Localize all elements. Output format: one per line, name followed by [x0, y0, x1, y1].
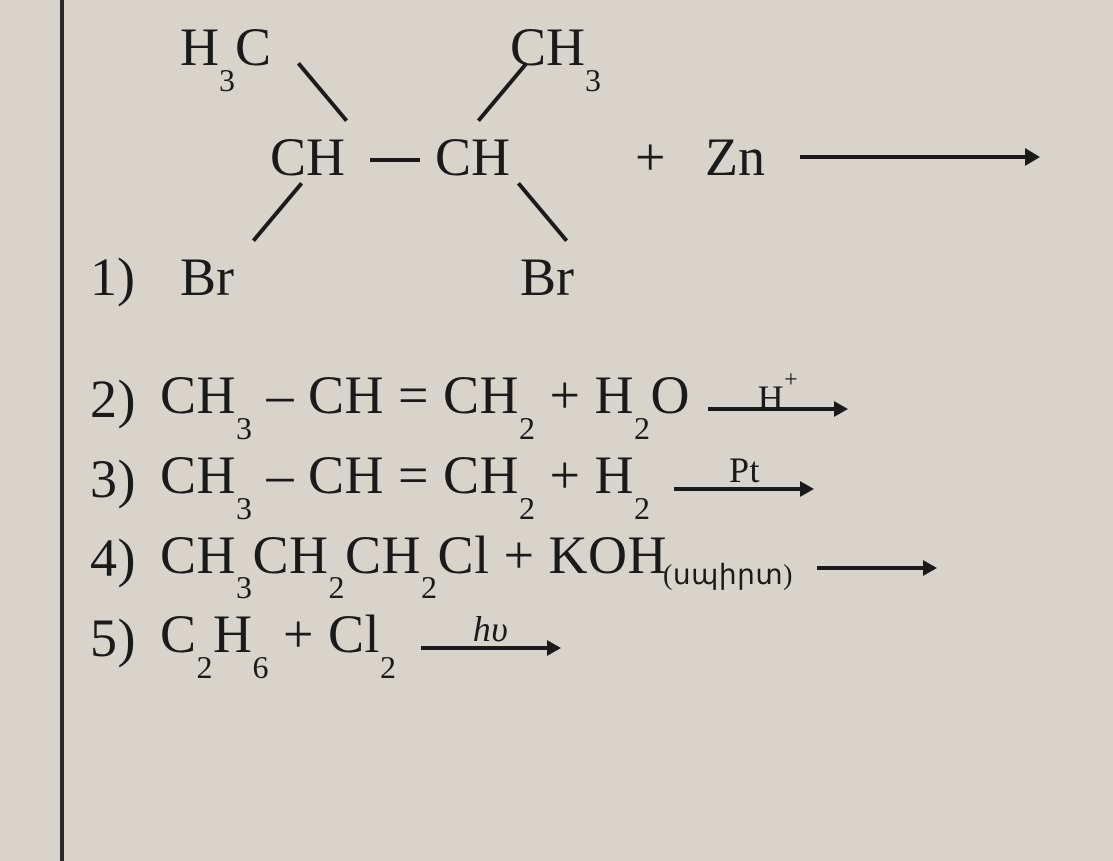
txt: H	[180, 17, 219, 77]
t: CH	[160, 525, 236, 585]
reaction-3-number: 3)	[90, 452, 160, 506]
bond-mid	[370, 158, 420, 162]
reaction-2-number: 2)	[90, 372, 160, 426]
t: C	[160, 604, 197, 664]
lhs: C2H6 + Cl2	[160, 607, 397, 669]
s: 6	[253, 649, 270, 685]
s: 3	[236, 410, 253, 446]
group-br-left: Br	[180, 250, 234, 304]
reaction-2: 2) CH3 – CH = CH2 + H2O H+	[90, 368, 1083, 430]
group-ch3: CH3	[510, 20, 601, 82]
t: + Cl	[269, 604, 380, 664]
group-h3c: H3C	[180, 20, 271, 82]
bond	[297, 62, 348, 122]
t: –	[253, 445, 309, 505]
bond	[477, 62, 528, 122]
page: H3C CH3 CH CH 1) Br Br + Zn 2) CH3 – CH …	[0, 0, 1113, 861]
s: 2	[634, 410, 651, 446]
lhs: CH3CH2CH2Cl + KOH	[160, 528, 667, 590]
s: 2	[380, 649, 397, 685]
t: CH	[160, 445, 236, 505]
reaction-arrow: Pt	[674, 457, 814, 501]
sub: 3	[585, 62, 601, 98]
s: 2	[421, 569, 438, 605]
s: 3	[236, 490, 253, 526]
group-br-right: Br	[520, 250, 574, 304]
t: + H	[536, 365, 634, 425]
solvent-note: (սպիրտ)	[663, 562, 793, 590]
reaction-5-number: 5)	[90, 611, 160, 665]
reaction-arrow: H+	[708, 377, 848, 421]
reagent-zn: Zn	[705, 130, 765, 184]
reaction-arrow	[800, 142, 1040, 172]
reaction-1: H3C CH3 CH CH 1) Br Br + Zn	[90, 20, 1083, 350]
t: O	[650, 365, 690, 425]
plus-sign: +	[635, 130, 665, 184]
reaction-arrow: hυ	[421, 616, 561, 660]
lhs: CH3 – CH = CH2 + H2	[160, 448, 650, 510]
s: 2	[519, 490, 536, 526]
bond	[517, 182, 568, 242]
reaction-1-number: 1)	[90, 250, 135, 304]
s: 2	[329, 569, 346, 605]
vertical-rule	[60, 0, 64, 861]
s: +	[784, 367, 798, 393]
reaction-5: 5) C2H6 + Cl2 hυ	[90, 607, 1083, 669]
s: 3	[236, 569, 253, 605]
lhs: CH3 – CH = CH2 + H2O	[160, 368, 690, 430]
t: H	[213, 604, 253, 664]
group-ch-right: CH	[435, 130, 510, 184]
s: 2	[634, 490, 651, 526]
t: CH	[253, 525, 329, 585]
sub: 3	[219, 62, 235, 98]
reaction-3: 3) CH3 – CH = CH2 + H2 Pt	[90, 448, 1083, 510]
bond	[252, 182, 303, 242]
t: CH	[345, 525, 421, 585]
s: 2	[519, 410, 536, 446]
s: 2	[197, 649, 214, 685]
t: + H	[536, 445, 634, 505]
reaction-4-number: 4)	[90, 531, 160, 585]
t: CH = CH	[308, 445, 519, 505]
reaction-arrow	[817, 536, 937, 580]
group-ch-left: CH	[270, 130, 345, 184]
t: CH = CH	[308, 365, 519, 425]
txt: C	[235, 17, 271, 77]
t: CH	[160, 365, 236, 425]
t: Cl + KOH	[438, 525, 667, 585]
reaction-4: 4) CH3CH2CH2Cl + KOH (սպիրտ)	[90, 528, 1083, 590]
t: –	[253, 365, 309, 425]
